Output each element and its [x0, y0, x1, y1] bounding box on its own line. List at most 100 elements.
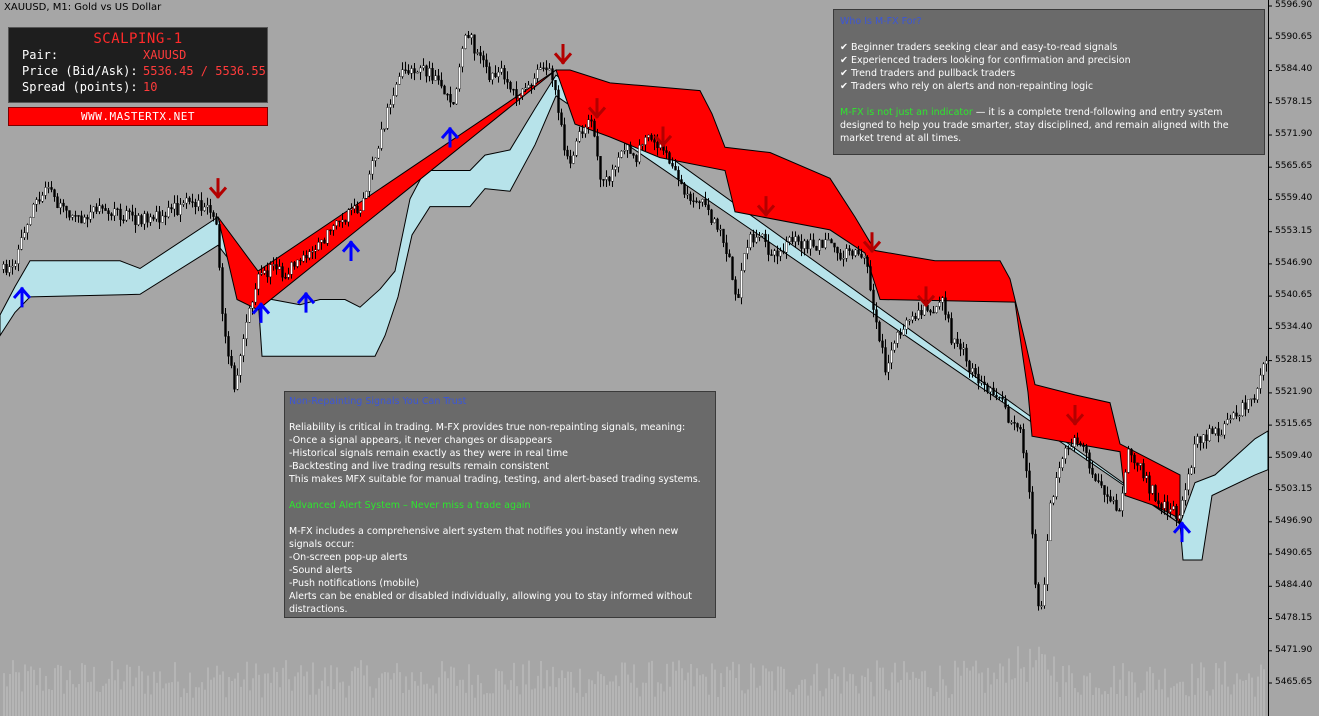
candle-body [800, 241, 803, 249]
candle-body [803, 240, 806, 249]
candle-body [1106, 494, 1109, 497]
candle-body [779, 250, 782, 257]
candle-body [188, 197, 191, 202]
candle-body [695, 200, 698, 203]
candle-body [53, 189, 56, 198]
candle-body [1166, 501, 1169, 512]
candle-body [854, 249, 857, 256]
candle-body [929, 310, 932, 313]
candle-body [902, 329, 905, 336]
candle-body [1235, 412, 1238, 417]
candle-body [275, 264, 278, 270]
candle-body [908, 319, 911, 322]
candle-body [1085, 446, 1088, 453]
candle-body [1121, 492, 1124, 511]
candle-body [569, 155, 572, 164]
candle-body [542, 67, 545, 70]
candle-body [548, 68, 551, 71]
candle-body [890, 349, 893, 364]
candle-body [230, 356, 233, 366]
candle-body [761, 233, 764, 237]
candle-body [506, 79, 509, 83]
candle-body [1037, 584, 1040, 607]
candle-body [128, 210, 131, 212]
candle-body [41, 195, 44, 202]
candle-body [173, 202, 176, 210]
candle-body [1241, 402, 1244, 417]
candle-body [353, 205, 356, 209]
nr-bullet: -Historical signals remain exactly as th… [289, 448, 569, 459]
candle-body [413, 68, 416, 74]
candle-body [245, 322, 248, 340]
candle-body [971, 368, 974, 373]
candle-body [1178, 515, 1181, 520]
candle-body [863, 257, 866, 259]
candle-body [977, 373, 980, 384]
candle-body [1097, 480, 1100, 482]
candle-body [482, 55, 485, 61]
candle-body [773, 250, 776, 256]
candle-body [221, 267, 224, 314]
candle-body [56, 196, 59, 208]
price-tick-label: 5584.40 [1275, 64, 1313, 75]
candle-body [68, 210, 71, 218]
candle-body [404, 69, 407, 71]
candle-body [821, 239, 824, 248]
website-banner[interactable]: WWW.MASTERTX.NET [8, 107, 268, 126]
candle-body [1265, 360, 1268, 365]
candle-body [1124, 472, 1127, 494]
candle-body [743, 253, 746, 271]
candle-body [1238, 415, 1241, 417]
candle-body [1016, 423, 1019, 428]
candle-body [1208, 428, 1211, 442]
candle-body [677, 169, 680, 180]
candle-body [896, 332, 899, 344]
nr-panel-title: Non-Repainting Signals You Can Trust [289, 396, 467, 407]
candle-body [992, 387, 995, 396]
candle-body [941, 297, 944, 303]
buy-arrow-icon [251, 302, 271, 323]
candle-body [23, 232, 26, 238]
candle-body [848, 248, 851, 251]
candle-body [83, 217, 86, 224]
candle-body [1211, 428, 1214, 434]
candle-body [1067, 447, 1070, 450]
candle-body [656, 142, 659, 149]
candle-body [515, 89, 518, 99]
candle-body [557, 89, 560, 113]
candle-body [113, 208, 116, 217]
candle-body [596, 136, 599, 157]
candle-body [431, 67, 434, 81]
candle-body [134, 215, 137, 225]
candle-body [755, 237, 758, 243]
candle-body [749, 233, 752, 248]
candle-body [527, 84, 530, 88]
candle-body [176, 202, 179, 215]
candle-body [935, 306, 938, 313]
candle-body [98, 205, 101, 212]
pair-row: Pair: XAUUSD [9, 47, 267, 63]
candle-body [191, 201, 194, 203]
candle-body [323, 239, 326, 244]
candle-body [203, 206, 206, 211]
candle-body [503, 67, 506, 80]
candle-body [131, 211, 134, 216]
candle-body [575, 140, 578, 156]
candle-body [1172, 506, 1175, 510]
candle-body [17, 249, 20, 264]
candle-body [1151, 485, 1154, 494]
candle-body [824, 239, 827, 248]
candle-body [530, 84, 533, 87]
nr-bullet: -Once a signal appears, it never changes… [289, 435, 553, 446]
candle-body [212, 212, 215, 217]
candle-body [551, 68, 554, 81]
price-tick-label: 5590.65 [1275, 32, 1313, 43]
candle-body [344, 219, 347, 223]
candle-body [1091, 467, 1094, 475]
sell-arrow-icon [916, 286, 936, 308]
candle-body [80, 215, 83, 224]
candle-body [512, 88, 515, 91]
alert-outro: Alerts can be enabled or disabled indivi… [289, 591, 692, 615]
candle-body [665, 150, 668, 153]
